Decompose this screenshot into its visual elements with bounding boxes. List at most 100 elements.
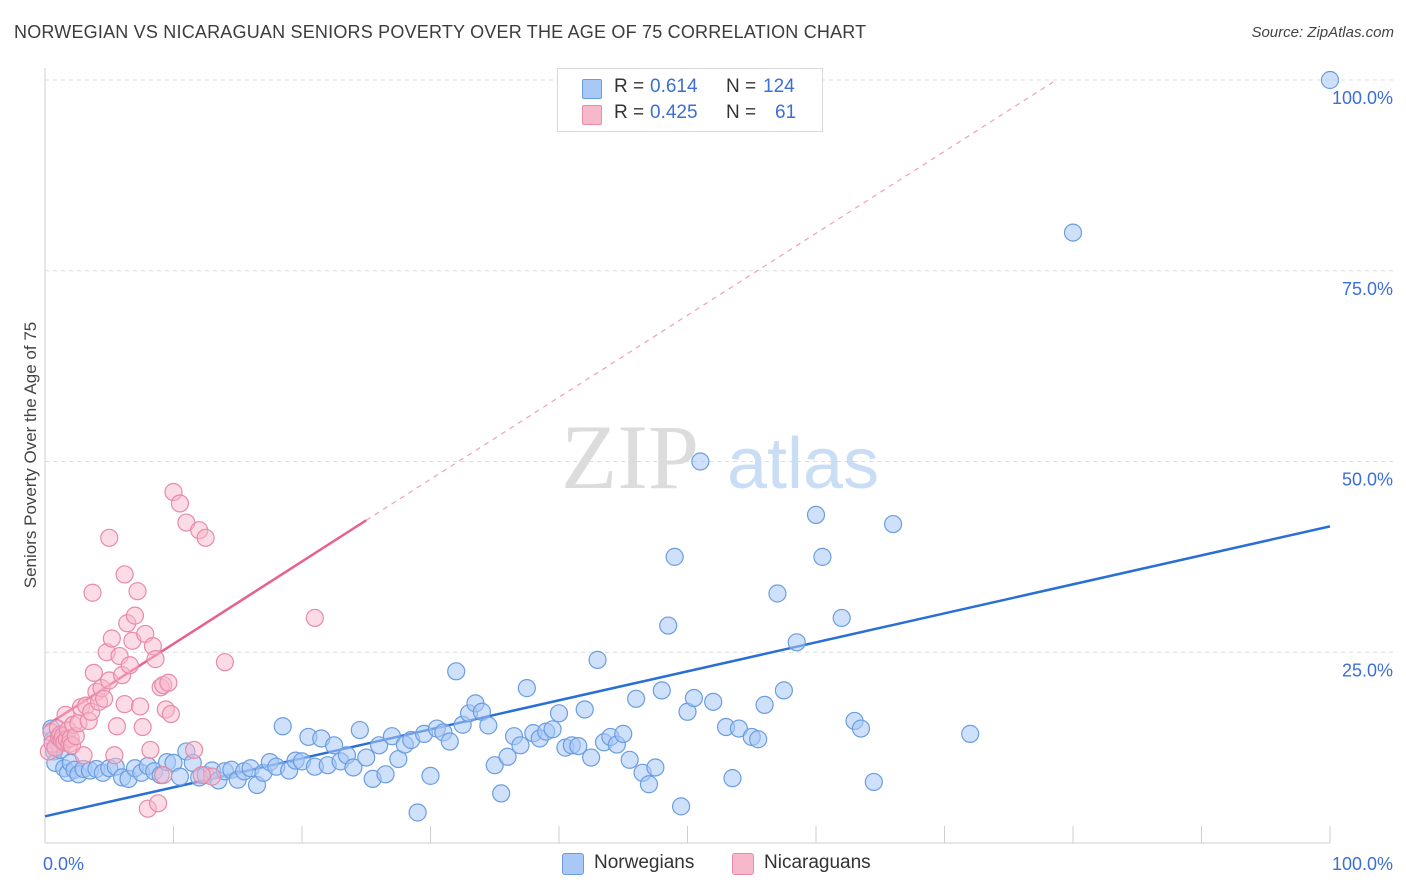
data-point-norwegians [370, 736, 389, 755]
data-point-norwegians [851, 719, 871, 738]
data-point-norwegians [382, 727, 402, 746]
data-point-nicaraguans [125, 606, 145, 625]
data-point-norwegians [485, 756, 504, 775]
data-point-norwegians [665, 547, 684, 566]
data-point-norwegians [492, 784, 511, 803]
data-point-norwegians [325, 736, 344, 755]
data-point-norwegians [614, 724, 633, 743]
data-point-norwegians [440, 732, 459, 751]
watermark-atlas: atlas [727, 424, 879, 504]
legend-label: Norwegians [594, 852, 695, 873]
data-point-nicaraguans [192, 765, 211, 785]
data-point-nicaraguans [102, 629, 121, 648]
data-point-norwegians [729, 719, 749, 738]
data-point-norwegians [479, 716, 498, 735]
chart-title: NORWEGIAN VS NICARAGUAN SENIORS POVERTY … [14, 22, 867, 42]
x-tick-label: 0.0% [43, 854, 84, 874]
data-point-norwegians [704, 692, 723, 711]
y-axis-label: Seniors Poverty Over the Age of 75 [21, 322, 40, 588]
series-norwegians [42, 70, 1340, 822]
data-point-nicaraguans [115, 695, 134, 714]
watermark: ZIP atlas [561, 406, 879, 508]
data-point-norwegians [498, 747, 517, 766]
legend-r-label: R = [614, 76, 645, 97]
data-point-norwegians [671, 797, 691, 816]
trend-extension-nicaraguans [365, 79, 1057, 521]
data-point-nicaraguans [83, 583, 102, 602]
data-point-nicaraguans [95, 689, 114, 708]
data-point-norwegians [806, 505, 826, 525]
data-point-norwegians [626, 689, 646, 708]
axes [44, 68, 1331, 844]
data-point-nicaraguans [148, 794, 168, 813]
data-point-norwegians [588, 650, 607, 669]
y-tick-label: 75.0% [1342, 279, 1393, 299]
legend-r-value: 0.425 [650, 102, 698, 123]
data-point-nicaraguans [141, 740, 160, 760]
data-point-nicaraguans [128, 582, 147, 601]
data-point-norwegians [1063, 223, 1083, 242]
data-point-norwegians [768, 584, 787, 603]
legend-r-label: R = [614, 102, 645, 123]
data-point-nicaraguans [133, 717, 152, 737]
legend-r-value: 0.614 [650, 76, 698, 97]
data-point-norwegians [646, 758, 665, 777]
data-point-norwegians [408, 803, 427, 822]
data-point-nicaraguans [146, 650, 165, 669]
data-point-norwegians [864, 772, 883, 792]
data-point-norwegians [787, 633, 806, 652]
data-point-norwegians [376, 765, 395, 784]
legend-swatch-blue [562, 853, 584, 875]
legend-swatch-pink [582, 105, 602, 125]
data-point-norwegians [517, 679, 536, 698]
data-point-norwegians [691, 452, 710, 471]
legend-swatch-blue [582, 79, 602, 99]
data-point-nicaraguans [107, 717, 127, 736]
data-point-nicaraguans [215, 653, 234, 672]
watermark-zip: ZIP [561, 406, 699, 508]
data-point-nicaraguans [184, 740, 204, 760]
data-point-norwegians [652, 681, 671, 700]
x-tick-label: 100.0% [1332, 854, 1393, 874]
data-point-norwegians [723, 769, 742, 788]
y-tick-label: 25.0% [1342, 660, 1393, 680]
data-point-norwegians [569, 736, 588, 756]
legend-n-value: 124 [763, 76, 795, 97]
data-point-nicaraguans [84, 663, 103, 682]
data-point-nicaraguans [100, 528, 119, 547]
tick-labels: 100.0% 75.0% 50.0% 25.0% 0.0% 100.0% [43, 88, 1393, 874]
data-point-norwegians [549, 704, 569, 723]
data-point-norwegians [620, 750, 639, 769]
data-point-nicaraguans [159, 673, 178, 692]
legend-n-value: 61 [775, 102, 797, 123]
legend-n-label: N = [726, 76, 757, 97]
data-point-nicaraguans [105, 746, 124, 765]
data-point-norwegians [357, 748, 376, 767]
data-point-norwegians [883, 514, 903, 534]
data-point-nicaraguans [170, 494, 190, 513]
data-point-norwegians [273, 717, 292, 736]
data-point-nicaraguans [115, 565, 134, 584]
data-point-norwegians [639, 775, 659, 794]
legend-n-label: N = [726, 102, 757, 123]
grid-lines [45, 79, 1395, 653]
data-point-norwegians [1320, 70, 1340, 90]
data-point-norwegians [575, 700, 594, 719]
data-point-nicaraguans [161, 704, 181, 724]
data-point-norwegians [774, 681, 793, 700]
data-point-norwegians [755, 695, 774, 714]
data-point-norwegians [344, 758, 363, 777]
data-point-norwegians [350, 720, 369, 740]
source-credit: Source: ZipAtlas.com [1251, 24, 1394, 41]
correlation-legend: R = 0.614 N = 124 R = 0.425 N = 61 [557, 68, 823, 132]
data-point-nicaraguans [74, 746, 93, 765]
data-point-norwegians [170, 767, 190, 786]
legend-swatch-pink [732, 853, 754, 875]
data-point-nicaraguans [120, 656, 139, 675]
data-point-norwegians [582, 748, 601, 767]
data-point-nicaraguans [130, 697, 150, 716]
data-point-norwegians [421, 766, 440, 785]
data-point-norwegians [447, 662, 466, 681]
data-point-norwegians [961, 724, 980, 743]
